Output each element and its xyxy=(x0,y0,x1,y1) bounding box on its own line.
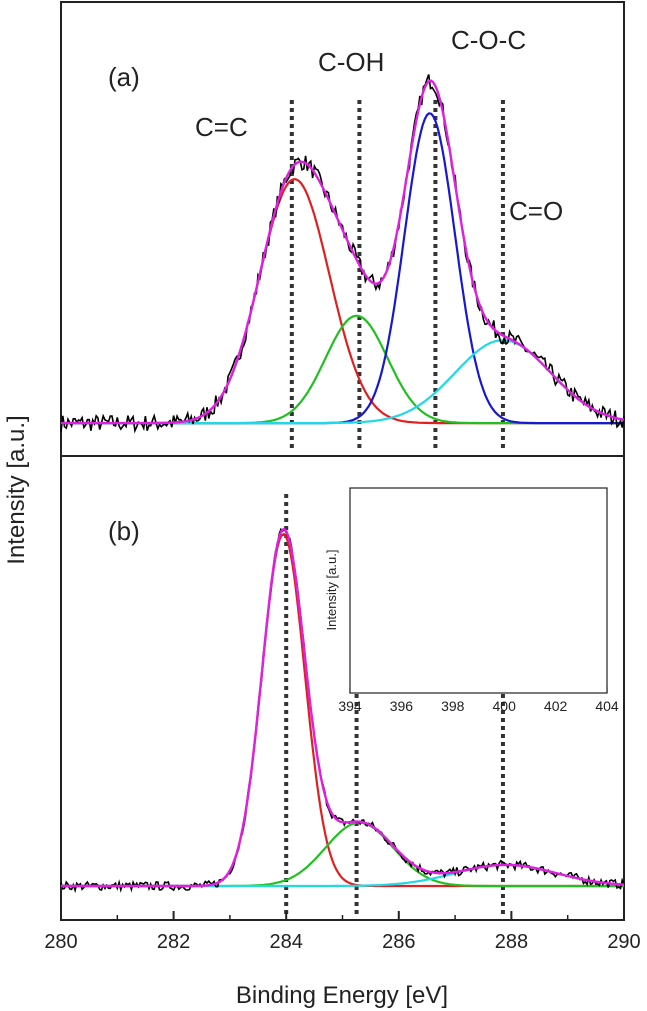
x-tick-label-1: 282 xyxy=(157,931,190,953)
x-axis-title: Binding Energy [eV] xyxy=(236,982,448,1009)
panel-b-plot xyxy=(60,494,625,918)
peak-label-co: C=O xyxy=(509,196,563,226)
x-tick-label-3: 286 xyxy=(382,931,415,953)
panel-a-label: (a) xyxy=(108,62,140,92)
x-tick-label-0: 280 xyxy=(44,931,77,953)
panel-b-envelope xyxy=(61,527,625,888)
x-tick-label-4: 288 xyxy=(495,931,528,953)
y-axis-title: Intensity [a.u.] xyxy=(3,415,30,564)
x-tick-label-5: 290 xyxy=(607,931,640,953)
inset-x-tick-label-2: 398 xyxy=(441,698,465,714)
panel-a-component-3 xyxy=(61,339,625,425)
inset-x-tick-label-1: 396 xyxy=(390,698,414,714)
inset-x-tick-label-4: 402 xyxy=(544,698,568,714)
x-tick-label-2: 284 xyxy=(270,931,303,953)
panel-a-envelope xyxy=(61,79,625,425)
panel-a-raw-data xyxy=(60,74,625,434)
x-axis-ticks: 280 282 284 286 288 290 xyxy=(44,911,641,953)
panel-b-label: (b) xyxy=(108,516,140,546)
inset-x-tick-label-3: 400 xyxy=(493,698,517,714)
peak-label-coh: C-OH xyxy=(318,47,384,77)
inset-frame xyxy=(349,487,608,694)
panel-a-plot xyxy=(60,74,625,452)
inset-x-tick-label-0: 394 xyxy=(338,698,362,714)
inset-y-axis-title: Intensity [a.u.] xyxy=(324,550,339,631)
panel-a-component-2 xyxy=(61,112,624,425)
panel-b-component-1 xyxy=(61,821,624,888)
peak-label-cc: C=C xyxy=(195,112,248,142)
inset-x-tick-label-5: 404 xyxy=(595,698,619,714)
peak-label-coc: C-O-C xyxy=(451,25,526,55)
